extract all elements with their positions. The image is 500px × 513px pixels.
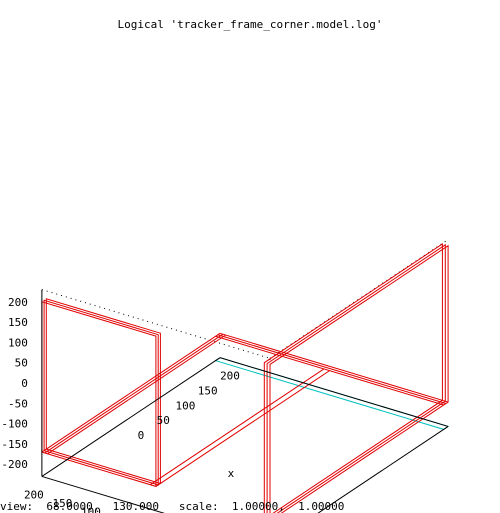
tick-label: 200 (8, 296, 28, 309)
frame-wall-left (45, 298, 161, 485)
tick-label: 100 (81, 506, 101, 513)
tick-label: 50 (15, 357, 28, 370)
frame-series (41, 242, 449, 513)
axes (41, 289, 449, 513)
view-label: view: (0, 500, 34, 513)
tick-label: -200 (1, 458, 28, 471)
y-axis-line (41, 357, 221, 477)
tick-label: -150 (1, 438, 28, 451)
x-axis-label: x (228, 467, 235, 480)
tick-label: 150 (52, 497, 72, 510)
frame-wall-back (263, 242, 443, 513)
scale-value: 1.00000, 1.00000 (231, 500, 345, 513)
frame-wall-left (41, 301, 157, 488)
frame-wall-left (43, 299, 159, 486)
tick-labels: -200-150-100-50050100150200-200-150-100-… (1, 296, 240, 513)
x-axis-line (219, 357, 449, 427)
frame-wall-back (269, 244, 449, 513)
frame-floor-rail (149, 368, 325, 486)
status-bar: view: 68.0000, 130.000 scale: 1.00000, 1… (0, 500, 344, 513)
tick-label: 50 (157, 414, 170, 427)
tick-label: 0 (21, 377, 28, 390)
tick-label: -100 (1, 418, 28, 431)
chart-title: Logical 'tracker_frame_corner.model.log' (118, 18, 383, 31)
tick-label: 150 (198, 385, 218, 398)
frame-wall-back (266, 243, 446, 513)
scale-label: scale: (178, 500, 219, 513)
view-value: 68.0000, 130.000 (46, 500, 159, 513)
tick-label: 0 (138, 429, 145, 442)
frame-floor-rail (41, 332, 221, 453)
frame-floor-rail (219, 332, 449, 403)
frame-floor-rail (47, 334, 226, 455)
frame-floor-rail (44, 333, 224, 454)
base-edge (41, 475, 165, 513)
base-edge (317, 426, 449, 513)
tick-label: -50 (8, 397, 28, 410)
tick-label: 200 (24, 488, 44, 501)
tick-label: 100 (8, 336, 28, 349)
tick-label: 150 (8, 316, 28, 329)
tick-label: 100 (176, 399, 196, 412)
tick-label: 200 (220, 370, 240, 383)
frame-floor-rail (217, 334, 447, 405)
frame-floor-rail (155, 370, 330, 487)
